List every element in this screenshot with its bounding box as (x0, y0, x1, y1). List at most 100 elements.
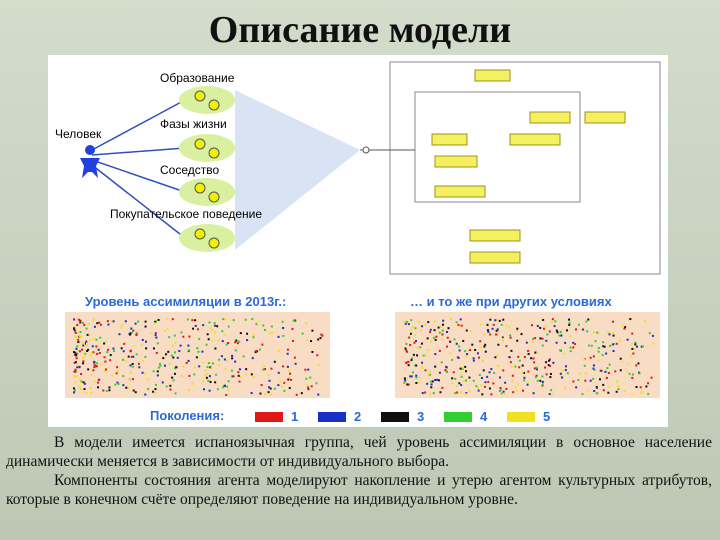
scatter-dot (129, 364, 132, 367)
scatter-dot (552, 361, 555, 364)
scatter-dot (559, 330, 562, 333)
scatter-dot (75, 347, 78, 350)
scatter-dot (411, 357, 414, 360)
scatter-dot (420, 329, 423, 332)
scatter-dot (156, 342, 159, 345)
scatter-dot (116, 381, 119, 384)
scatter-dot (231, 354, 234, 357)
scatter-dot (514, 365, 517, 368)
scatter-dot (205, 376, 208, 379)
scatter-dot (415, 340, 418, 343)
scatter-dot (548, 393, 551, 396)
scatter-dot (612, 343, 615, 346)
scatter-dot (627, 362, 630, 365)
scatter-dot (509, 334, 512, 337)
scatter-dot (218, 358, 221, 361)
scatter-dot (583, 358, 586, 361)
scatter-dot (144, 340, 147, 343)
scatter-dot (459, 318, 462, 321)
scatter-dot (405, 342, 408, 345)
scatter-dot (123, 342, 126, 345)
scatter-dot (213, 322, 216, 325)
scatter-dot (451, 358, 454, 361)
scatter-dot (641, 345, 644, 348)
scatter-dot (432, 392, 435, 395)
scatter-dot (464, 365, 467, 368)
scatter-dot (539, 337, 542, 340)
scatter-dot (414, 364, 417, 367)
scatter-dot (171, 318, 174, 321)
scatter-dot (202, 324, 205, 327)
scatter-dot (487, 330, 490, 333)
scatter-dot (418, 377, 421, 380)
scatter-dot (539, 379, 542, 382)
scatter-dot (608, 333, 611, 336)
scatter-dot (96, 352, 99, 355)
scatter-dot (80, 341, 83, 344)
scatter-dot (173, 351, 176, 354)
scatter-dot (612, 331, 615, 334)
scatter-dot (317, 393, 320, 396)
scatter-dot (415, 376, 418, 379)
scatter-dot (508, 326, 511, 329)
scatter-dot (77, 318, 80, 321)
scatter-dot (209, 380, 212, 383)
scatter-dot (615, 342, 618, 345)
scatter-dot (171, 344, 174, 347)
scatter-dot (232, 319, 235, 322)
legend-item: 3 (417, 409, 424, 424)
scatter-dot (195, 356, 198, 359)
scatter-dot (135, 334, 138, 337)
scatter-dot (321, 334, 324, 337)
scatter-dot (95, 365, 98, 368)
scatter-dot (545, 325, 548, 328)
scatter-dot (225, 393, 228, 396)
scatter-dot (91, 345, 94, 348)
scatter-dot (73, 328, 76, 331)
scatter-dot (600, 369, 603, 372)
scatter-dot (174, 392, 177, 395)
scatter-dot (112, 347, 115, 350)
links (91, 99, 186, 239)
scatter-dot (227, 325, 230, 328)
scatter-dot (593, 390, 596, 393)
scatter-dot (441, 386, 444, 389)
scatter-dot (405, 377, 408, 380)
scatter-dot (631, 376, 634, 379)
scatter-dot (640, 391, 643, 394)
scatter-dot (320, 333, 323, 336)
scatter-dot (514, 386, 517, 389)
scatter-dot (488, 371, 491, 374)
scatter-dot (592, 364, 595, 367)
scatter-dot (227, 389, 230, 392)
scatter-dot (293, 319, 296, 322)
scatter-dot (154, 320, 157, 323)
scatter-dot (104, 341, 107, 344)
scatter-dot (449, 340, 452, 343)
scatter-dot (472, 379, 475, 382)
scatter-dot (483, 345, 486, 348)
scatter-dot (621, 324, 624, 327)
scatter-dot (442, 319, 445, 322)
scatter-dot (412, 353, 415, 356)
scatter-dot (295, 393, 298, 396)
scatter-dot (626, 338, 629, 341)
scatter-dot (421, 325, 424, 328)
scatter-dot (294, 362, 297, 365)
scatter-dot (467, 349, 470, 352)
scatter-dot (624, 326, 627, 329)
scatter-dot (79, 321, 82, 324)
scatter-dot (154, 334, 157, 337)
scatter-dot (73, 391, 76, 394)
scatter-dot (109, 354, 112, 357)
scatter-dot (589, 379, 592, 382)
scatter-dot (481, 359, 484, 362)
scatter-dot (198, 365, 201, 368)
scatter-dot (516, 339, 519, 342)
scatter-dot (596, 392, 599, 395)
scatter-dot (140, 343, 143, 346)
scatter-dot (283, 389, 286, 392)
scatter-dot (490, 393, 493, 396)
scatter-dot (92, 318, 95, 321)
scatter-dot (629, 354, 632, 357)
